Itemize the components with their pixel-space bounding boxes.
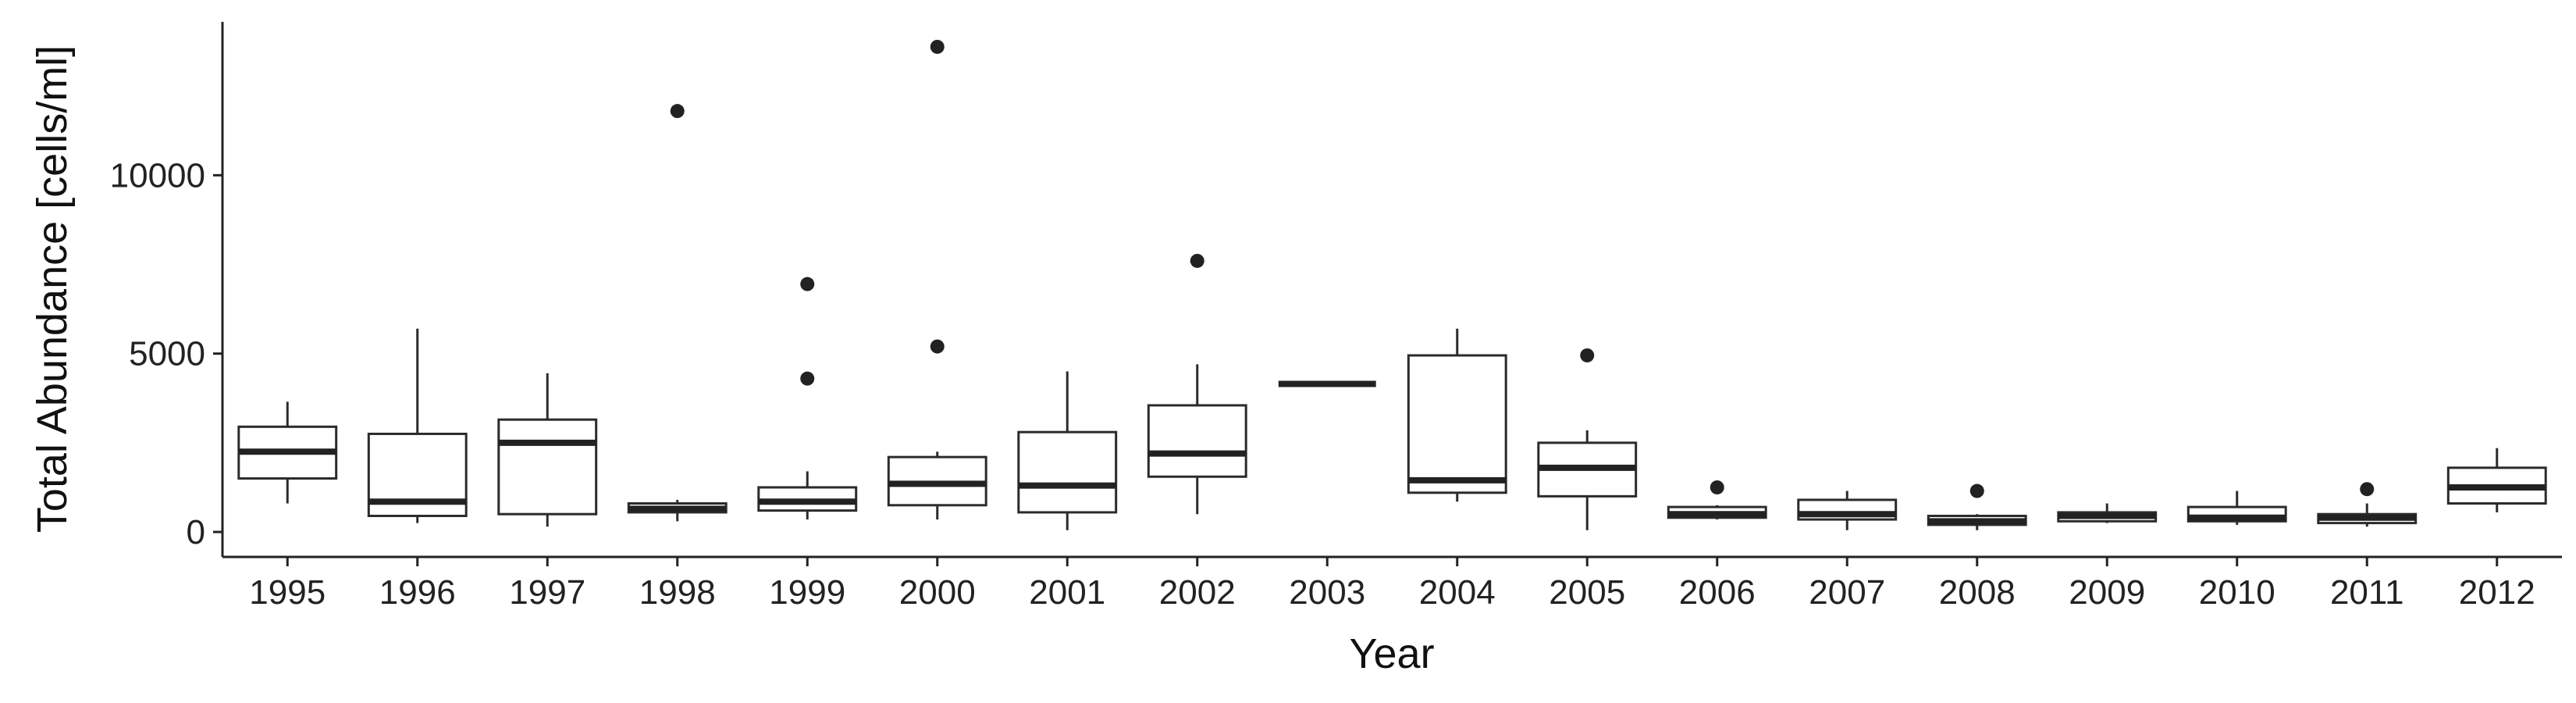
iqr-box (497, 418, 598, 516)
x-tick-label: 2003 (1289, 573, 1365, 612)
x-axis-ticks: 1995 1996 1997 1998 1999 2000 2001 2002 2003 2004… (249, 557, 2535, 612)
box-2000 (887, 39, 987, 520)
box-1997 (497, 373, 598, 527)
x-tick-label: 1999 (769, 573, 845, 612)
x-tick-label: 2011 (2330, 573, 2404, 612)
box-2001 (1017, 371, 1118, 530)
iqr-box (1147, 404, 1247, 478)
box-2011 (2317, 482, 2418, 527)
outlier-point (1190, 253, 1204, 268)
y-tick-label: 0 (187, 513, 205, 551)
box-1995 (237, 401, 338, 504)
y-tick-label: 5000 (129, 335, 205, 373)
x-tick-label: 2000 (899, 573, 976, 612)
x-tick-label: 2005 (1549, 573, 1625, 612)
outlier-point (800, 277, 815, 291)
outlier-point (1580, 348, 1595, 362)
box-2005 (1537, 348, 1638, 530)
x-tick-label: 1995 (249, 573, 326, 612)
y-axis-title: Total Abundance [cells/ml] (29, 45, 76, 533)
x-axis-title: Year (1349, 630, 1434, 677)
x-tick-label: 2006 (1679, 573, 1756, 612)
y-axis-ticks: 0 5000 10000 (110, 156, 222, 551)
x-tick-label: 1997 (509, 573, 585, 612)
box-1998 (627, 104, 728, 522)
box-2007 (1797, 491, 1898, 530)
x-tick-label: 2004 (1419, 573, 1496, 612)
x-tick-label: 1998 (639, 573, 716, 612)
box-2009 (2057, 503, 2158, 523)
x-tick-label: 1996 (379, 573, 456, 612)
box-2006 (1667, 480, 1767, 520)
box-2012 (2446, 448, 2547, 512)
outlier-point (800, 371, 815, 386)
box-2010 (2186, 491, 2287, 525)
x-tick-label: 2001 (1029, 573, 1105, 612)
x-tick-label: 2012 (2459, 573, 2535, 612)
box-2002 (1147, 253, 1247, 515)
box-2004 (1407, 328, 1507, 502)
x-tick-label: 2009 (2069, 573, 2145, 612)
outlier-point (930, 39, 945, 54)
outlier-point (2360, 482, 2375, 497)
outlier-point (670, 104, 685, 119)
x-tick-label: 2002 (1159, 573, 1236, 612)
x-tick-label: 2007 (1809, 573, 1885, 612)
outlier-point (930, 339, 945, 354)
x-tick-label: 2010 (2199, 573, 2275, 612)
iqr-box (1407, 354, 1507, 494)
y-tick-label: 10000 (110, 156, 205, 194)
x-tick-label: 2008 (1939, 573, 2016, 612)
outlier-point (1710, 480, 1724, 494)
outlier-point (1969, 484, 1984, 498)
box-series (237, 39, 2547, 530)
box-1996 (367, 328, 468, 523)
box-2008 (1927, 484, 2027, 530)
box-1999 (757, 277, 858, 520)
iqr-box (1017, 430, 1118, 514)
